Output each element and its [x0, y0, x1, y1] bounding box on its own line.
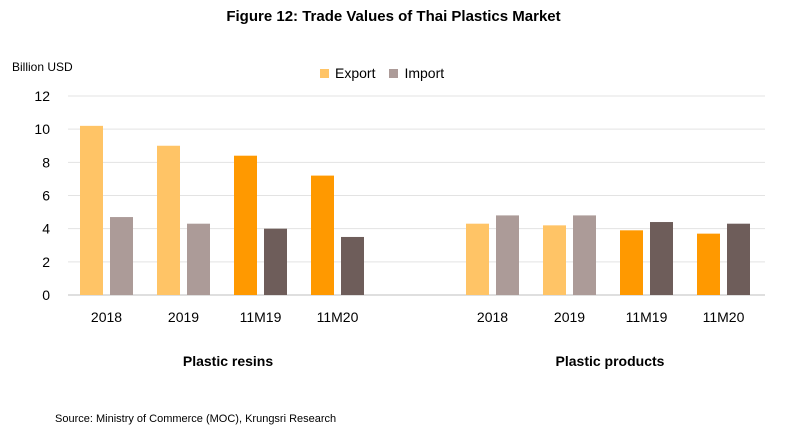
y-tick-label: 8 — [42, 154, 50, 170]
bar-export — [620, 230, 643, 295]
legend: Export Import — [320, 65, 444, 81]
bar-import — [264, 228, 287, 295]
x-tick-label: 11M19 — [626, 309, 668, 325]
legend-swatch-export — [320, 68, 329, 78]
chart-title: Figure 12: Trade Values of Thai Plastics… — [226, 8, 561, 25]
y-axis-unit-label: Billion USD — [12, 60, 73, 74]
x-tick-label: 2018 — [477, 309, 508, 325]
legend-item-export: Export — [320, 65, 375, 81]
x-tick-label: 2019 — [554, 309, 585, 325]
bar-import — [187, 223, 210, 295]
y-tick-label: 12 — [34, 88, 50, 104]
bar-import — [496, 215, 519, 295]
bar-export — [543, 225, 566, 295]
group-label-plastic-products: Plastic products — [555, 353, 665, 369]
x-tick-label: 11M20 — [317, 309, 359, 325]
y-tick-label: 6 — [42, 188, 50, 204]
bar-import — [650, 222, 673, 295]
bar-import — [110, 217, 133, 295]
y-tick-label: 0 — [42, 287, 50, 303]
group-label-plastic-resins: Plastic resins — [182, 353, 274, 369]
y-tick-label: 4 — [42, 221, 50, 237]
bar-export — [234, 155, 257, 295]
x-tick-label: 11M20 — [703, 309, 745, 325]
x-tick-label: 11M19 — [240, 309, 282, 325]
bar-export — [157, 145, 180, 295]
bar-export — [466, 223, 489, 295]
bar-export — [80, 125, 103, 295]
legend-item-import: Import — [389, 65, 444, 81]
bar-export — [697, 233, 720, 295]
legend-swatch-import — [389, 68, 399, 78]
bar-import — [727, 223, 750, 295]
x-tick-label: 2019 — [168, 309, 199, 325]
bar-export — [311, 175, 334, 295]
x-tick-label: 2018 — [91, 309, 122, 325]
y-tick-label: 2 — [42, 254, 50, 270]
source-note: Source: Ministry of Commerce (MOC), Krun… — [55, 413, 337, 425]
bar-import — [341, 236, 364, 295]
y-tick-label: 10 — [34, 121, 50, 137]
bar-import — [573, 215, 596, 295]
legend-label-export: Export — [335, 65, 376, 81]
legend-label-import: Import — [404, 65, 445, 81]
